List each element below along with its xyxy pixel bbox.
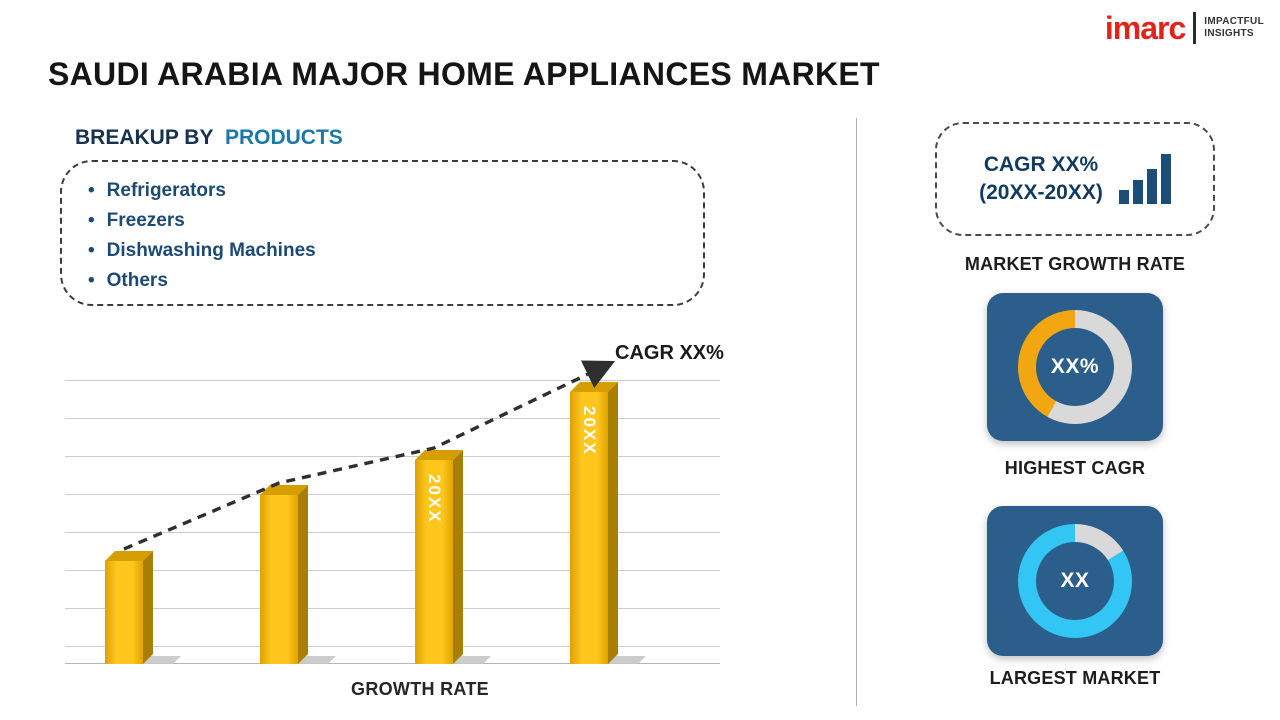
largest-market-caption: LARGEST MARKET [989,668,1161,688]
breakup-item: Dishwashing Machines [88,236,677,266]
logo-tagline-line2: INSIGHTS [1204,28,1254,39]
breakup-item: Refrigerators [88,176,677,206]
growth-bar-chart: CAGR XX% 20XX 20XX [65,340,724,675]
bar-front-face [260,495,298,664]
cagr-box-line1: CAGR XX% [983,152,1099,176]
logo-tagline-line1: IMPACTFUL [1204,16,1264,27]
chart-gridlines [65,380,720,664]
imarc-brand-text: imarc [1104,10,1186,46]
bar-1 [105,551,153,664]
ascending-bars-icon [1118,154,1171,204]
breakup-products-list: RefrigeratorsFreezersDishwashing Machine… [88,176,677,296]
breakup-item: Others [88,266,677,296]
breakup-heading: BREAKUP BY PRODUCTS [75,126,343,150]
bar-3: 20XX [415,450,463,664]
highest-cagr-value: XX% [1036,328,1114,406]
logo-tagline: IMPACTFUL INSIGHTS [1204,16,1264,40]
page-title: SAUDI ARABIA MAJOR HOME APPLIANCES MARKE… [48,56,880,92]
bar-side-face [298,485,308,664]
breakup-heading-prefix: BREAKUP BY [75,126,214,149]
section-divider [856,118,857,706]
bar-4: 20XX [570,382,618,664]
bar-side-face [143,551,153,664]
breakup-heading-highlight: PRODUCTS [224,126,343,149]
bar-2 [260,485,308,664]
highest-cagr-caption: HIGHEST CAGR [1004,458,1146,478]
cagr-box-line2: (20XX-20XX) [979,181,1103,204]
chart-x-axis-label: GROWTH RATE [351,679,489,699]
highest-cagr-card: XX% [987,293,1163,441]
bar-value-label: 20XX [425,474,444,524]
trend-cagr-label: CAGR XX% [615,342,724,364]
market-growth-rate-caption: MARKET GROWTH RATE [964,254,1186,274]
bar-side-face [453,450,463,664]
highest-cagr-donut-chart: XX% [1018,310,1132,424]
logo-divider [1193,12,1197,44]
largest-market-value: XX [1036,542,1114,620]
breakup-products-box: RefrigeratorsFreezersDishwashing Machine… [60,160,705,306]
largest-market-donut-chart: XX [1018,524,1132,638]
breakup-item: Freezers [88,206,677,236]
market-growth-rate-box: CAGR XX% (20XX-20XX) [935,122,1215,236]
largest-market-card: XX [987,506,1163,656]
bar-value-label: 20XX [580,406,599,456]
imarc-logo: imarc IMPACTFUL INSIGHTS [1105,12,1264,44]
cagr-box-text: CAGR XX% (20XX-20XX) [979,151,1103,208]
bar-side-face [608,382,618,664]
bar-front-face [105,561,143,664]
